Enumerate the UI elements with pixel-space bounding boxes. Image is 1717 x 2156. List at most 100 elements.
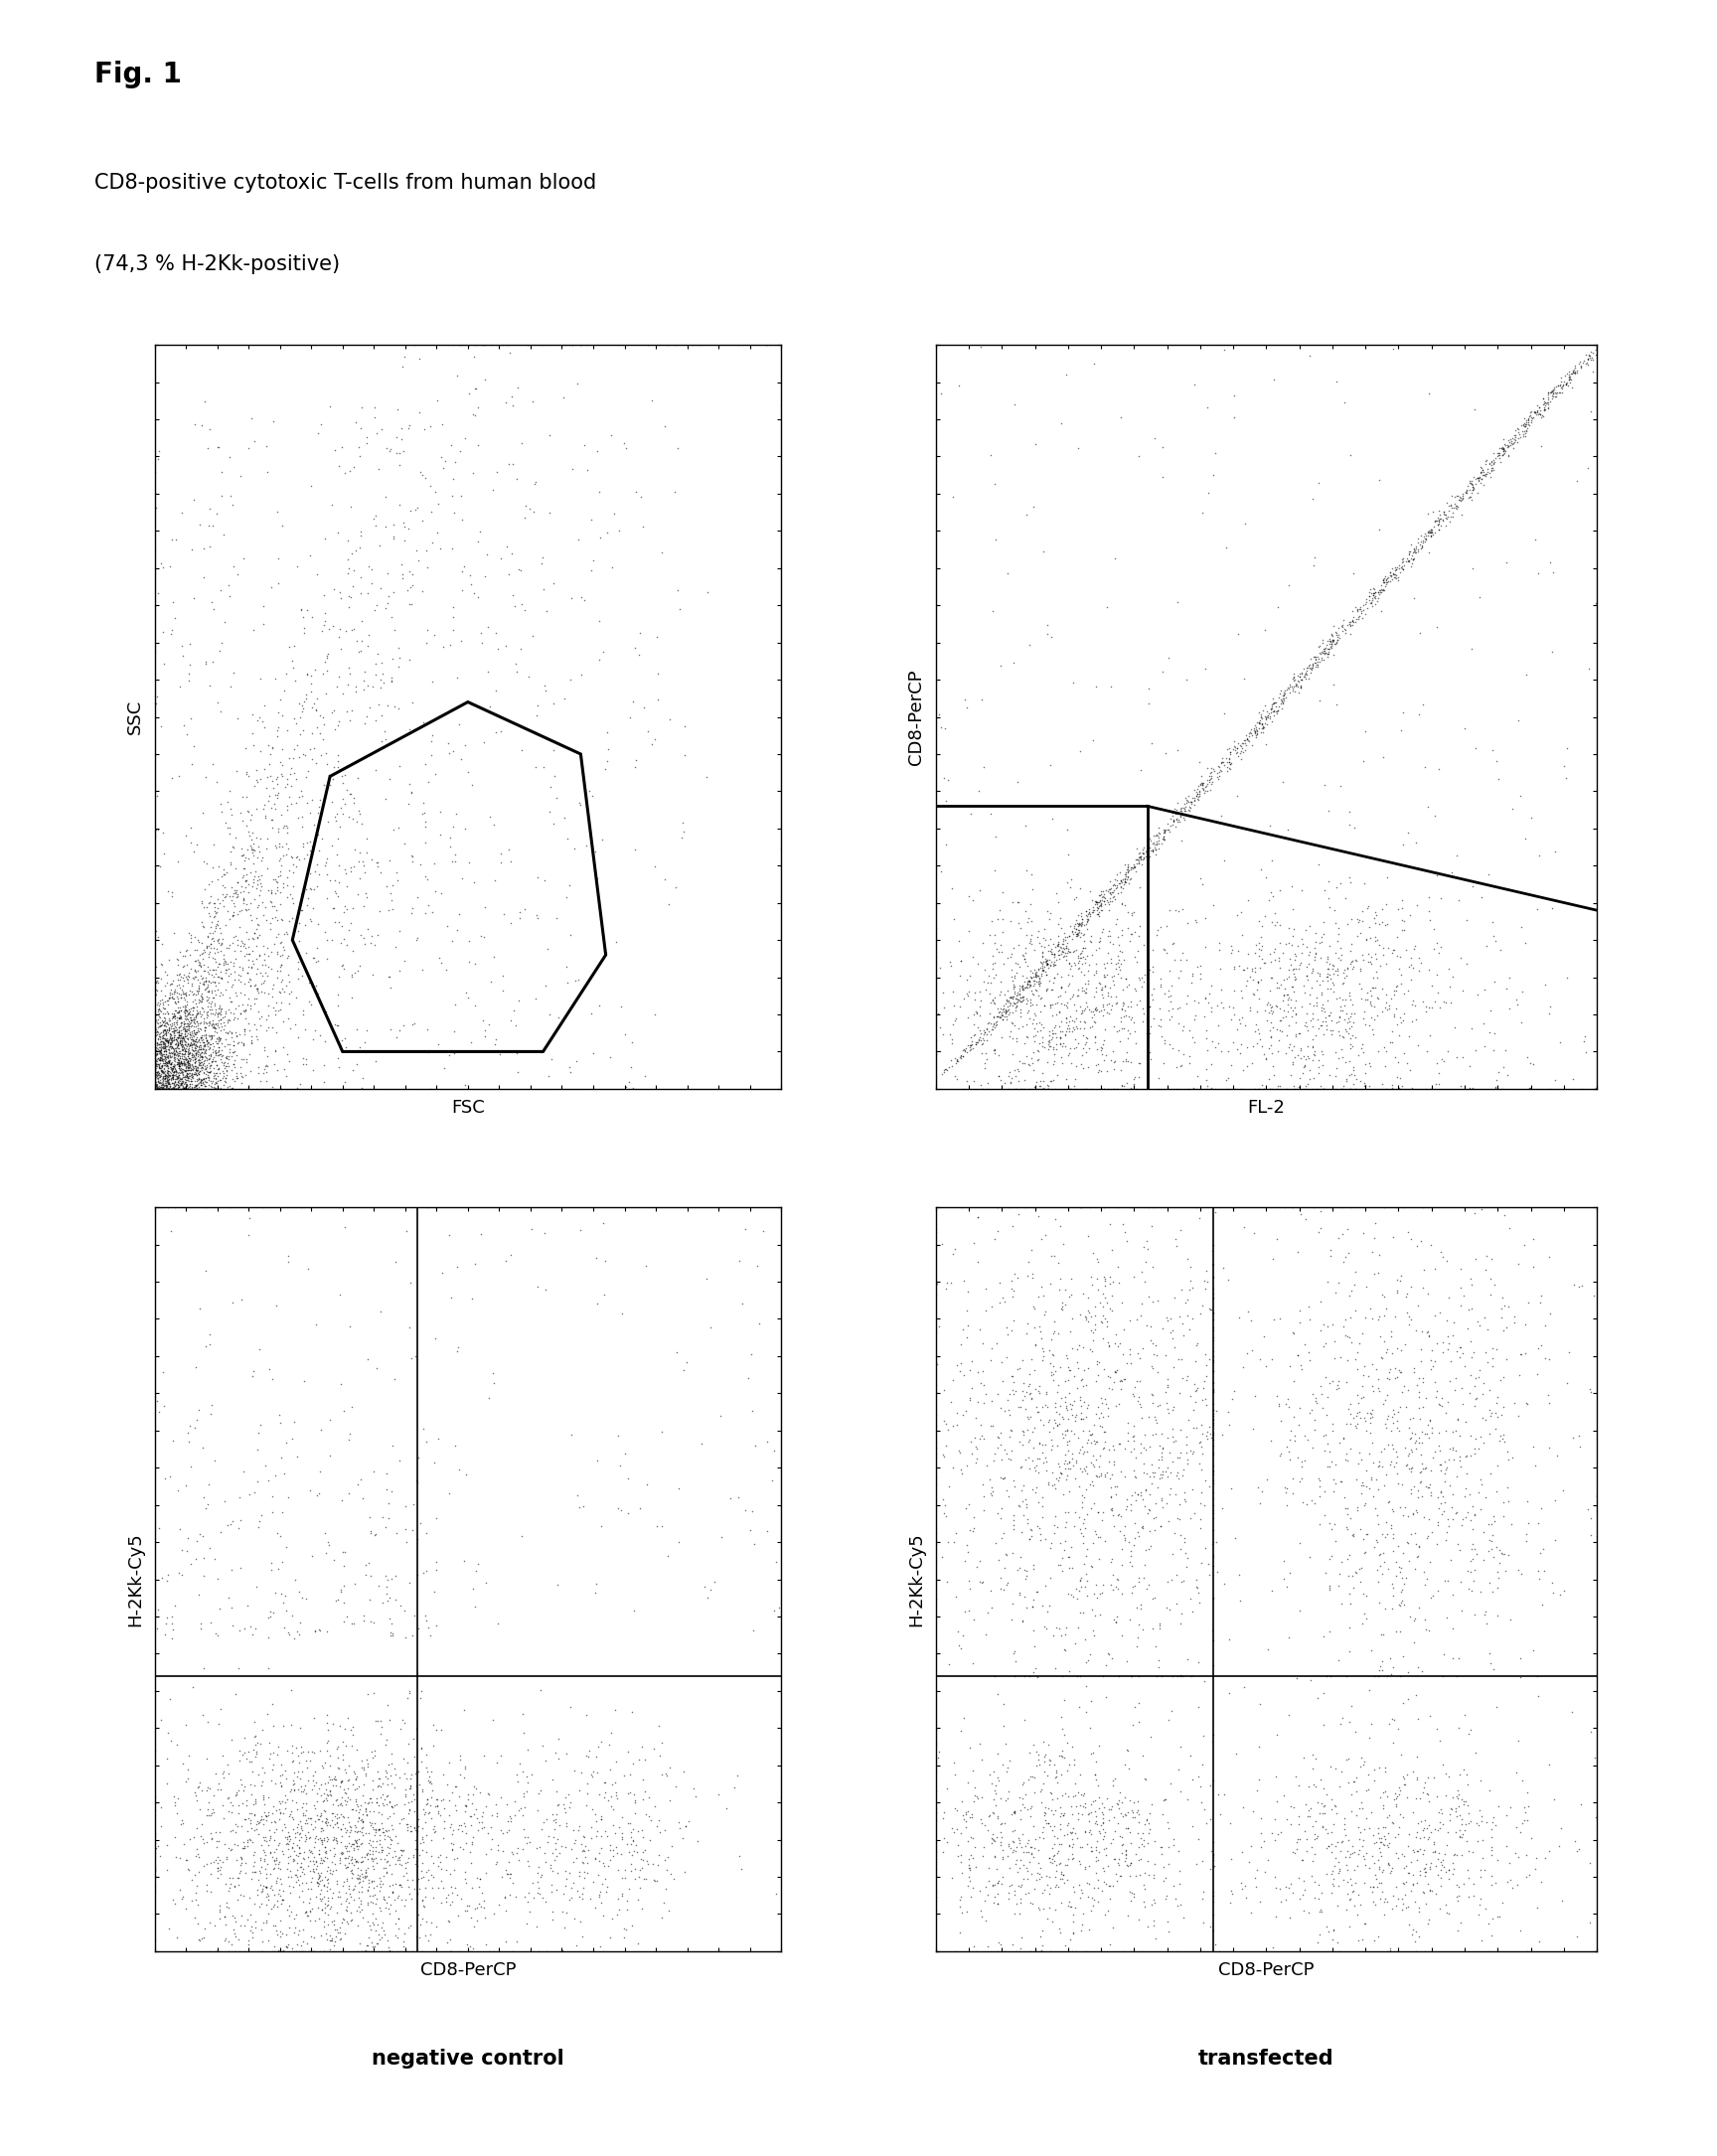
- Point: [1013, 987, 1041, 1022]
- Point: [328, 1813, 355, 1848]
- Point: [1135, 990, 1162, 1024]
- Point: [151, 1041, 179, 1076]
- Point: [503, 1835, 531, 1869]
- Point: [256, 1742, 283, 1777]
- Point: [302, 1766, 330, 1800]
- Point: [1133, 832, 1161, 867]
- Point: [242, 1811, 270, 1846]
- Point: [268, 1768, 295, 1802]
- Point: [146, 1048, 173, 1082]
- Point: [263, 871, 290, 906]
- Point: [1054, 1363, 1082, 1397]
- Point: [604, 1880, 632, 1915]
- Point: [383, 1919, 410, 1953]
- Point: [168, 1022, 196, 1056]
- Point: [1243, 1774, 1271, 1809]
- Point: [300, 1824, 328, 1858]
- Point: [428, 1712, 455, 1746]
- Point: [1336, 1011, 1363, 1046]
- Point: [201, 1044, 228, 1078]
- Point: [1473, 929, 1501, 964]
- Point: [223, 755, 251, 789]
- Point: [999, 1833, 1027, 1867]
- Point: [355, 1833, 383, 1867]
- Point: [337, 776, 364, 811]
- Point: [209, 977, 237, 1011]
- Point: [206, 990, 234, 1024]
- Point: [1065, 1777, 1092, 1811]
- Point: [213, 1061, 240, 1095]
- Point: [984, 1419, 1011, 1453]
- Point: [311, 1024, 338, 1059]
- Point: [1216, 746, 1243, 780]
- Point: [616, 1065, 644, 1100]
- Point: [1300, 1822, 1327, 1856]
- Point: [1006, 977, 1034, 1011]
- Point: [1121, 1369, 1149, 1404]
- Point: [251, 1031, 278, 1065]
- Point: [177, 1069, 204, 1104]
- Point: [172, 979, 199, 1013]
- Point: [1085, 1496, 1113, 1531]
- Point: [1338, 934, 1365, 968]
- Point: [1459, 472, 1487, 507]
- Point: [1271, 683, 1298, 718]
- Point: [161, 1054, 189, 1089]
- Point: [1417, 1479, 1444, 1514]
- Point: [170, 981, 197, 1015]
- Point: [1447, 1449, 1475, 1483]
- Point: [1398, 1432, 1425, 1466]
- Point: [333, 1833, 361, 1867]
- Point: [175, 1425, 203, 1460]
- Point: [264, 1729, 292, 1764]
- Point: [994, 1565, 1022, 1600]
- Point: [1550, 748, 1578, 783]
- Point: [326, 576, 354, 610]
- Point: [1032, 972, 1059, 1007]
- Point: [1432, 1757, 1459, 1792]
- Point: [1025, 953, 1053, 987]
- Point: [373, 1755, 400, 1789]
- Point: [1025, 1863, 1053, 1897]
- Point: [203, 1048, 230, 1082]
- Point: [209, 1056, 237, 1091]
- Point: [1581, 336, 1609, 371]
- Point: [234, 955, 261, 990]
- Point: [1410, 1554, 1437, 1589]
- Point: [170, 1072, 197, 1106]
- Point: [1331, 1003, 1358, 1037]
- Point: [1010, 938, 1037, 972]
- Point: [1171, 789, 1198, 824]
- Point: [1083, 890, 1111, 925]
- Point: [201, 992, 228, 1026]
- Point: [644, 655, 671, 690]
- Point: [922, 1634, 950, 1669]
- Point: [1065, 1802, 1092, 1837]
- Point: [1023, 1442, 1051, 1477]
- Point: [189, 934, 216, 968]
- Point: [1095, 873, 1123, 908]
- Point: [1197, 761, 1224, 796]
- Point: [620, 1746, 647, 1781]
- Point: [1233, 718, 1260, 752]
- Point: [1214, 744, 1241, 778]
- Point: [496, 1798, 524, 1833]
- Point: [1087, 994, 1114, 1028]
- Point: [311, 1516, 338, 1550]
- Point: [438, 1807, 465, 1841]
- Point: [980, 1867, 1008, 1902]
- Point: [179, 1033, 206, 1067]
- Point: [247, 1874, 275, 1908]
- Point: [270, 1005, 297, 1039]
- Point: [970, 750, 998, 785]
- Point: [1192, 1272, 1219, 1307]
- Point: [1015, 627, 1042, 662]
- Point: [1310, 1307, 1338, 1341]
- Point: [362, 1835, 390, 1869]
- Point: [206, 1852, 234, 1886]
- Point: [189, 1921, 216, 1955]
- Point: [1058, 949, 1085, 983]
- Point: [1154, 1395, 1181, 1429]
- Point: [1214, 1261, 1241, 1296]
- Point: [347, 1787, 374, 1822]
